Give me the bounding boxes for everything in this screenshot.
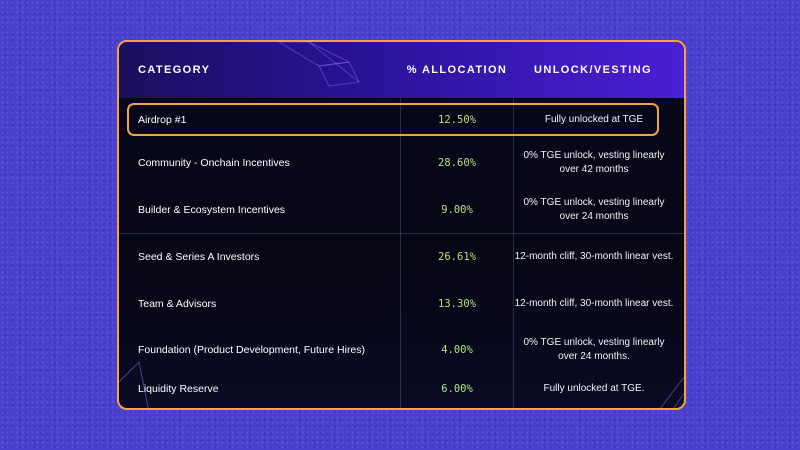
row-unlock: 12-month cliff, 30-month linear vest. <box>514 251 674 262</box>
column-divider <box>513 98 514 408</box>
header-allocation: % ALLOCATION <box>406 64 508 76</box>
column-divider <box>400 98 401 408</box>
row-category: Foundation (Product Development, Future … <box>138 344 366 356</box>
row-unlock: Fully unlocked at TGE <box>544 114 644 125</box>
row-allocation: 26.61% <box>438 251 476 263</box>
allocation-table-card: CATEGORY % ALLOCATION UNLOCK/VESTING Air… <box>117 40 686 410</box>
row-unlock: 0% TGE unlock, vesting linearly over 24 … <box>523 337 665 362</box>
header-unlock-vesting: UNLOCK/VESTING <box>534 64 652 76</box>
row-unlock: 0% TGE unlock, vesting linearly over 42 … <box>523 150 665 175</box>
row-category: Airdrop #1 <box>138 114 187 126</box>
row-category: Team & Advisors <box>138 298 217 310</box>
row-allocation: 13.30% <box>438 298 476 310</box>
row-unlock: Fully unlocked at TGE. <box>543 383 645 394</box>
header-category: CATEGORY <box>138 64 211 76</box>
row-category: Builder & Ecosystem Incentives <box>138 204 286 216</box>
row-allocation: 28.60% <box>438 157 476 169</box>
table-header: CATEGORY % ALLOCATION UNLOCK/VESTING <box>119 42 684 98</box>
row-allocation: 6.00% <box>441 383 473 395</box>
row-category: Community - Onchain Incentives <box>138 157 290 169</box>
row-category: Seed & Series A Investors <box>138 251 260 263</box>
row-allocation: 4.00% <box>441 344 473 356</box>
row-unlock: 12-month cliff, 30-month linear vest. <box>514 298 674 309</box>
row-allocation: 9.00% <box>441 204 473 216</box>
row-unlock: 0% TGE unlock, vesting linearly over 24 … <box>523 197 665 222</box>
row-category: Liquidity Reserve <box>138 383 219 395</box>
row-allocation: 12.50% <box>438 114 476 126</box>
highlighted-row-outline <box>127 103 659 136</box>
group-divider <box>119 233 684 234</box>
